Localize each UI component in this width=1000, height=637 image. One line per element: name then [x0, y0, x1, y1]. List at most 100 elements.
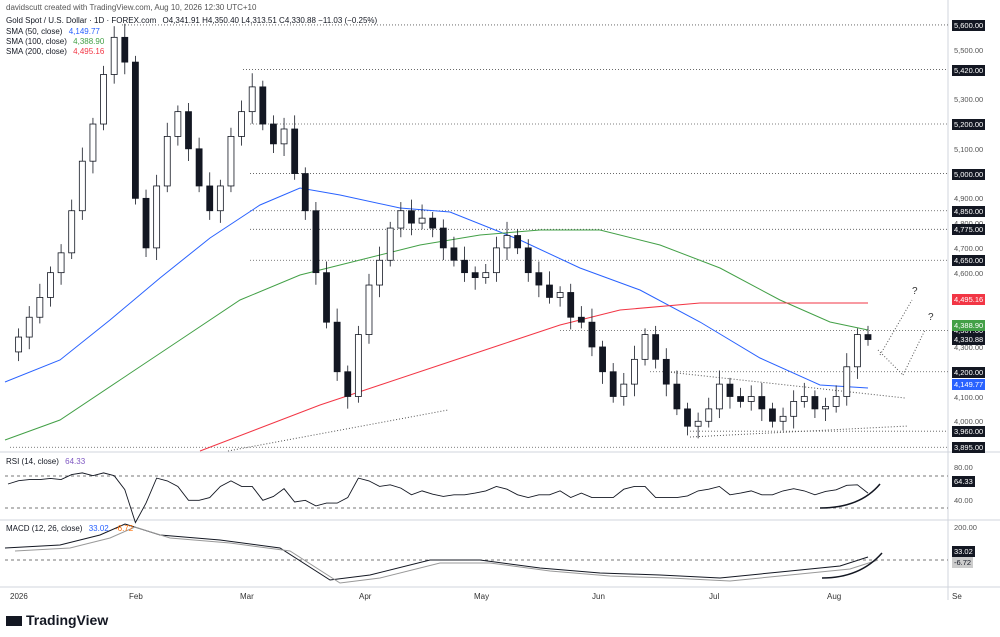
candle-body — [715, 383, 723, 410]
candle-body — [662, 358, 670, 385]
price-tick: 5,500.00 — [954, 45, 984, 55]
price-level-label: 4,775.00 — [952, 224, 986, 236]
candle-body — [323, 272, 330, 323]
candle-body — [535, 272, 543, 286]
rsi-legend[interactable]: RSI (14, close) 64.33 — [6, 457, 89, 467]
candle-body — [609, 371, 617, 397]
projection-down — [877, 349, 904, 376]
price-colored-label: 4,149.77 — [952, 379, 986, 391]
price-tick: 5,100.00 — [954, 144, 984, 154]
candle-body — [694, 420, 702, 427]
candle-body — [408, 210, 415, 224]
candle-body — [89, 123, 97, 162]
price-tick: 4,800.00 — [952, 218, 985, 229]
candle-body — [386, 227, 394, 261]
rsi-label: RSI (14, close) — [6, 457, 59, 466]
candle-body — [163, 136, 171, 187]
projection-up-1 — [879, 299, 913, 356]
candle-body — [132, 61, 139, 199]
candle-body — [354, 334, 362, 397]
candle-body — [811, 396, 819, 410]
rsi-line — [7, 472, 869, 524]
x-tick-jun: Jun — [592, 592, 605, 601]
sma50-label: SMA (50, close) — [6, 27, 63, 36]
projection-up-2 — [902, 329, 926, 376]
tradingview-logo[interactable]: TradingView — [6, 612, 108, 628]
candle-body — [800, 396, 808, 402]
x-tick-2026: 2026 — [10, 592, 28, 601]
macd-signal-value: -6.72 — [114, 524, 134, 533]
candle-body — [864, 334, 872, 340]
candle-body — [174, 111, 182, 137]
candle-body — [641, 334, 649, 360]
sma100-legend[interactable]: SMA (100, close) 4,388.90 — [6, 37, 108, 47]
candle-body — [747, 396, 755, 402]
candle-body — [779, 415, 787, 422]
price-tick: 5,300.00 — [954, 95, 984, 105]
candle-body — [78, 160, 86, 212]
candle-body — [25, 316, 33, 338]
macd-value-label: 33.02 — [952, 546, 975, 557]
candle-body — [376, 259, 384, 286]
candle-body — [280, 128, 288, 145]
price-level-label: 4,650.00 — [952, 255, 986, 267]
candle-body — [832, 396, 840, 407]
candle-body — [429, 217, 437, 229]
question-mark-2: ? — [928, 312, 934, 323]
sma50-legend[interactable]: SMA (50, close) 4,149.77 — [6, 27, 104, 37]
rsi-value-label: 64.33 — [952, 476, 975, 487]
candle-body — [652, 334, 660, 360]
candle-body — [216, 185, 224, 212]
candle-body — [47, 272, 54, 298]
price-level-label: 3,960.00 — [952, 426, 986, 438]
price-level-label: 5,200.00 — [952, 119, 986, 131]
price-colored-label: 4,388.90 — [952, 319, 986, 331]
tv-logo-icon — [6, 616, 22, 627]
candle-body — [461, 259, 468, 274]
macd-value: 33.02 — [88, 524, 109, 533]
candle-body — [57, 252, 65, 274]
sma200-legend[interactable]: SMA (200, close) 4,495.16 — [6, 47, 108, 57]
candle-body — [153, 185, 161, 249]
candle-body — [121, 36, 129, 63]
rsi-tick: 40.00 — [954, 496, 973, 505]
tv-logo-text: TradingView — [26, 612, 109, 628]
x-tick-feb: Feb — [129, 592, 143, 601]
candle-body — [737, 396, 744, 402]
price-tick: 4,600.00 — [954, 268, 984, 278]
macd-arrow — [821, 552, 883, 579]
candle-body — [36, 297, 44, 318]
candle-body — [68, 210, 76, 254]
x-tick-mar: Mar — [240, 592, 254, 601]
candle-body — [684, 408, 691, 427]
sma200-label: SMA (200, close) — [6, 47, 67, 56]
macd-line — [4, 523, 869, 581]
candle-body — [822, 406, 829, 410]
created-by-text: davidscutt created with TradingView.com,… — [6, 3, 257, 12]
candle-body — [259, 86, 267, 125]
candle-body — [439, 227, 447, 249]
price-level-label: 4,850.00 — [952, 205, 986, 217]
candle-body — [853, 334, 861, 368]
candle-body — [546, 284, 553, 298]
candle-body — [482, 272, 490, 279]
candle-body — [769, 408, 776, 422]
x-tick-jul: Jul — [709, 592, 720, 601]
price-level-label: 3,895.00 — [952, 442, 986, 454]
candle-body — [227, 136, 235, 187]
candle-body — [758, 396, 766, 410]
macd-tick: 200.00 — [954, 523, 977, 532]
candle-body — [365, 284, 373, 335]
x-tick-aug: Aug — [827, 592, 842, 601]
price-tick: 4,900.00 — [954, 194, 984, 204]
rsi-arrow — [819, 483, 881, 509]
macd-legend[interactable]: MACD (12, 26, close) 33.02 -6.72 — [6, 524, 137, 534]
candle-body — [790, 401, 798, 417]
price-tick: 4,300.00 — [954, 342, 984, 352]
trendline-lower — [689, 425, 909, 438]
candle-body — [301, 173, 309, 212]
candle-body — [620, 383, 628, 397]
candle-body — [471, 272, 479, 279]
sma100-line — [4, 229, 869, 441]
candle-body — [333, 321, 341, 373]
